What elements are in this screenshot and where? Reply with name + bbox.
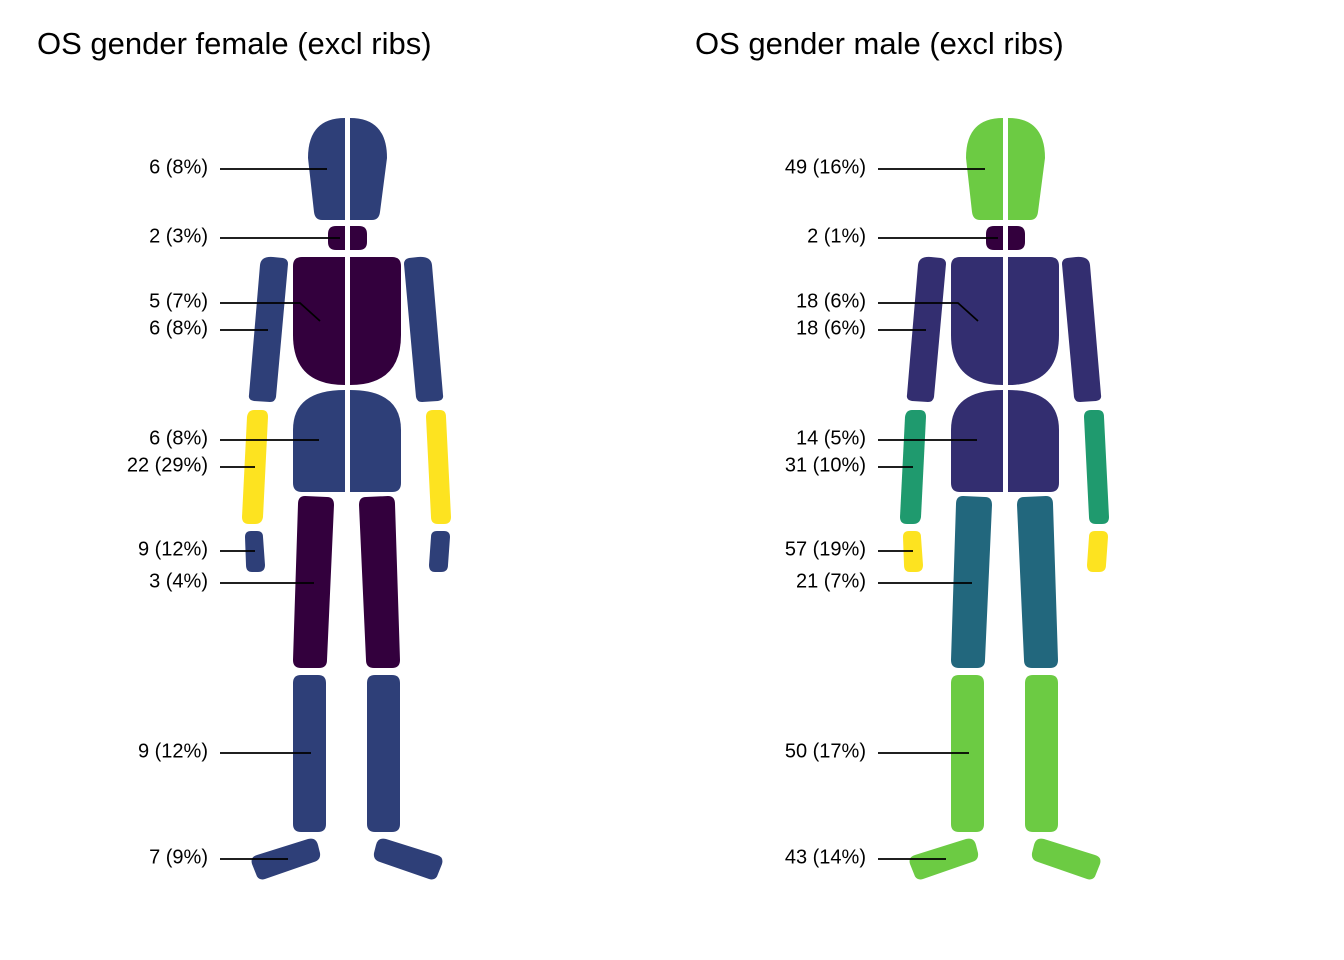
- body-part-abdomen-right: [1008, 390, 1059, 492]
- panel-female: OS gender female (excl ribs) 6 (8%) 2 (3%…: [37, 26, 451, 880]
- panel-title: OS gender female (excl ribs): [37, 26, 432, 61]
- label-abdomen: 6 (8%): [149, 427, 208, 449]
- label-thigh: 21 (7%): [796, 570, 866, 592]
- body-part-head-right: [350, 118, 387, 220]
- label-neck: 2 (3%): [149, 225, 208, 247]
- body-part-forearm-right: [426, 410, 451, 524]
- label-head: 6 (8%): [149, 156, 208, 178]
- body-part-lower-leg-right: [367, 675, 400, 832]
- label-chest: 18 (6%): [796, 290, 866, 312]
- body-part-hand-right: [429, 531, 450, 572]
- body-part-neck-right: [1008, 226, 1025, 250]
- label-hand: 9 (12%): [138, 538, 208, 560]
- body-part-thigh-left: [293, 496, 334, 668]
- label-upper-arm: 6 (8%): [149, 317, 208, 339]
- label-abdomen: 14 (5%): [796, 427, 866, 449]
- body-part-upper-arm-left: [248, 256, 288, 402]
- body-part-abdomen-right: [350, 390, 401, 492]
- body-part-thigh-right: [1017, 496, 1058, 668]
- body-part-hand-right: [1087, 531, 1108, 572]
- body-part-abdomen-left: [293, 390, 345, 492]
- body-part-thigh-right: [359, 496, 400, 668]
- body-part-chest-right: [350, 257, 401, 385]
- body-part-upper-arm-left: [906, 256, 946, 402]
- label-lower-leg: 50 (17%): [785, 740, 866, 762]
- label-upper-arm: 18 (6%): [796, 317, 866, 339]
- panel-male: OS gender male (excl ribs) 49 (16%) 2 (1%…: [658, 0, 1330, 960]
- label-lower-leg: 9 (12%): [138, 740, 208, 762]
- body-part-neck-right: [350, 226, 367, 250]
- body-part-lower-leg-right: [1025, 675, 1058, 832]
- body-part-forearm-right: [1084, 410, 1109, 524]
- label-foot: 43 (14%): [785, 846, 866, 868]
- body-part-foot-right: [373, 838, 443, 880]
- body-part-head-right: [1008, 118, 1045, 220]
- label-forearm: 31 (10%): [785, 454, 866, 476]
- label-forearm: 22 (29%): [127, 454, 208, 476]
- body-part-foot-right: [1031, 838, 1101, 880]
- body-part-abdomen-left: [951, 390, 1003, 492]
- label-hand: 57 (19%): [785, 538, 866, 560]
- body-part-chest-right: [1008, 257, 1059, 385]
- label-foot: 7 (9%): [149, 846, 208, 868]
- body-part-thigh-left: [951, 496, 992, 668]
- leader-line-chest: [220, 302, 321, 322]
- panel-title: OS gender male (excl ribs): [695, 26, 1064, 61]
- body-part-upper-arm-right: [1062, 256, 1102, 402]
- label-thigh: 3 (4%): [149, 570, 208, 592]
- leader-line-chest: [878, 302, 979, 322]
- label-neck: 2 (1%): [807, 225, 866, 247]
- body-figure: 6 (8%) 2 (3%) 5 (7%) 6 (8%) 6 (8%) 22 (29%) 9 …: [127, 118, 451, 880]
- body-part-upper-arm-right: [404, 256, 444, 402]
- body-figure: 49 (16%) 2 (1%) 18 (6%) 18 (6%) 14 (5%) 31 (1…: [785, 118, 1109, 880]
- label-chest: 5 (7%): [149, 290, 208, 312]
- label-head: 49 (16%): [785, 156, 866, 178]
